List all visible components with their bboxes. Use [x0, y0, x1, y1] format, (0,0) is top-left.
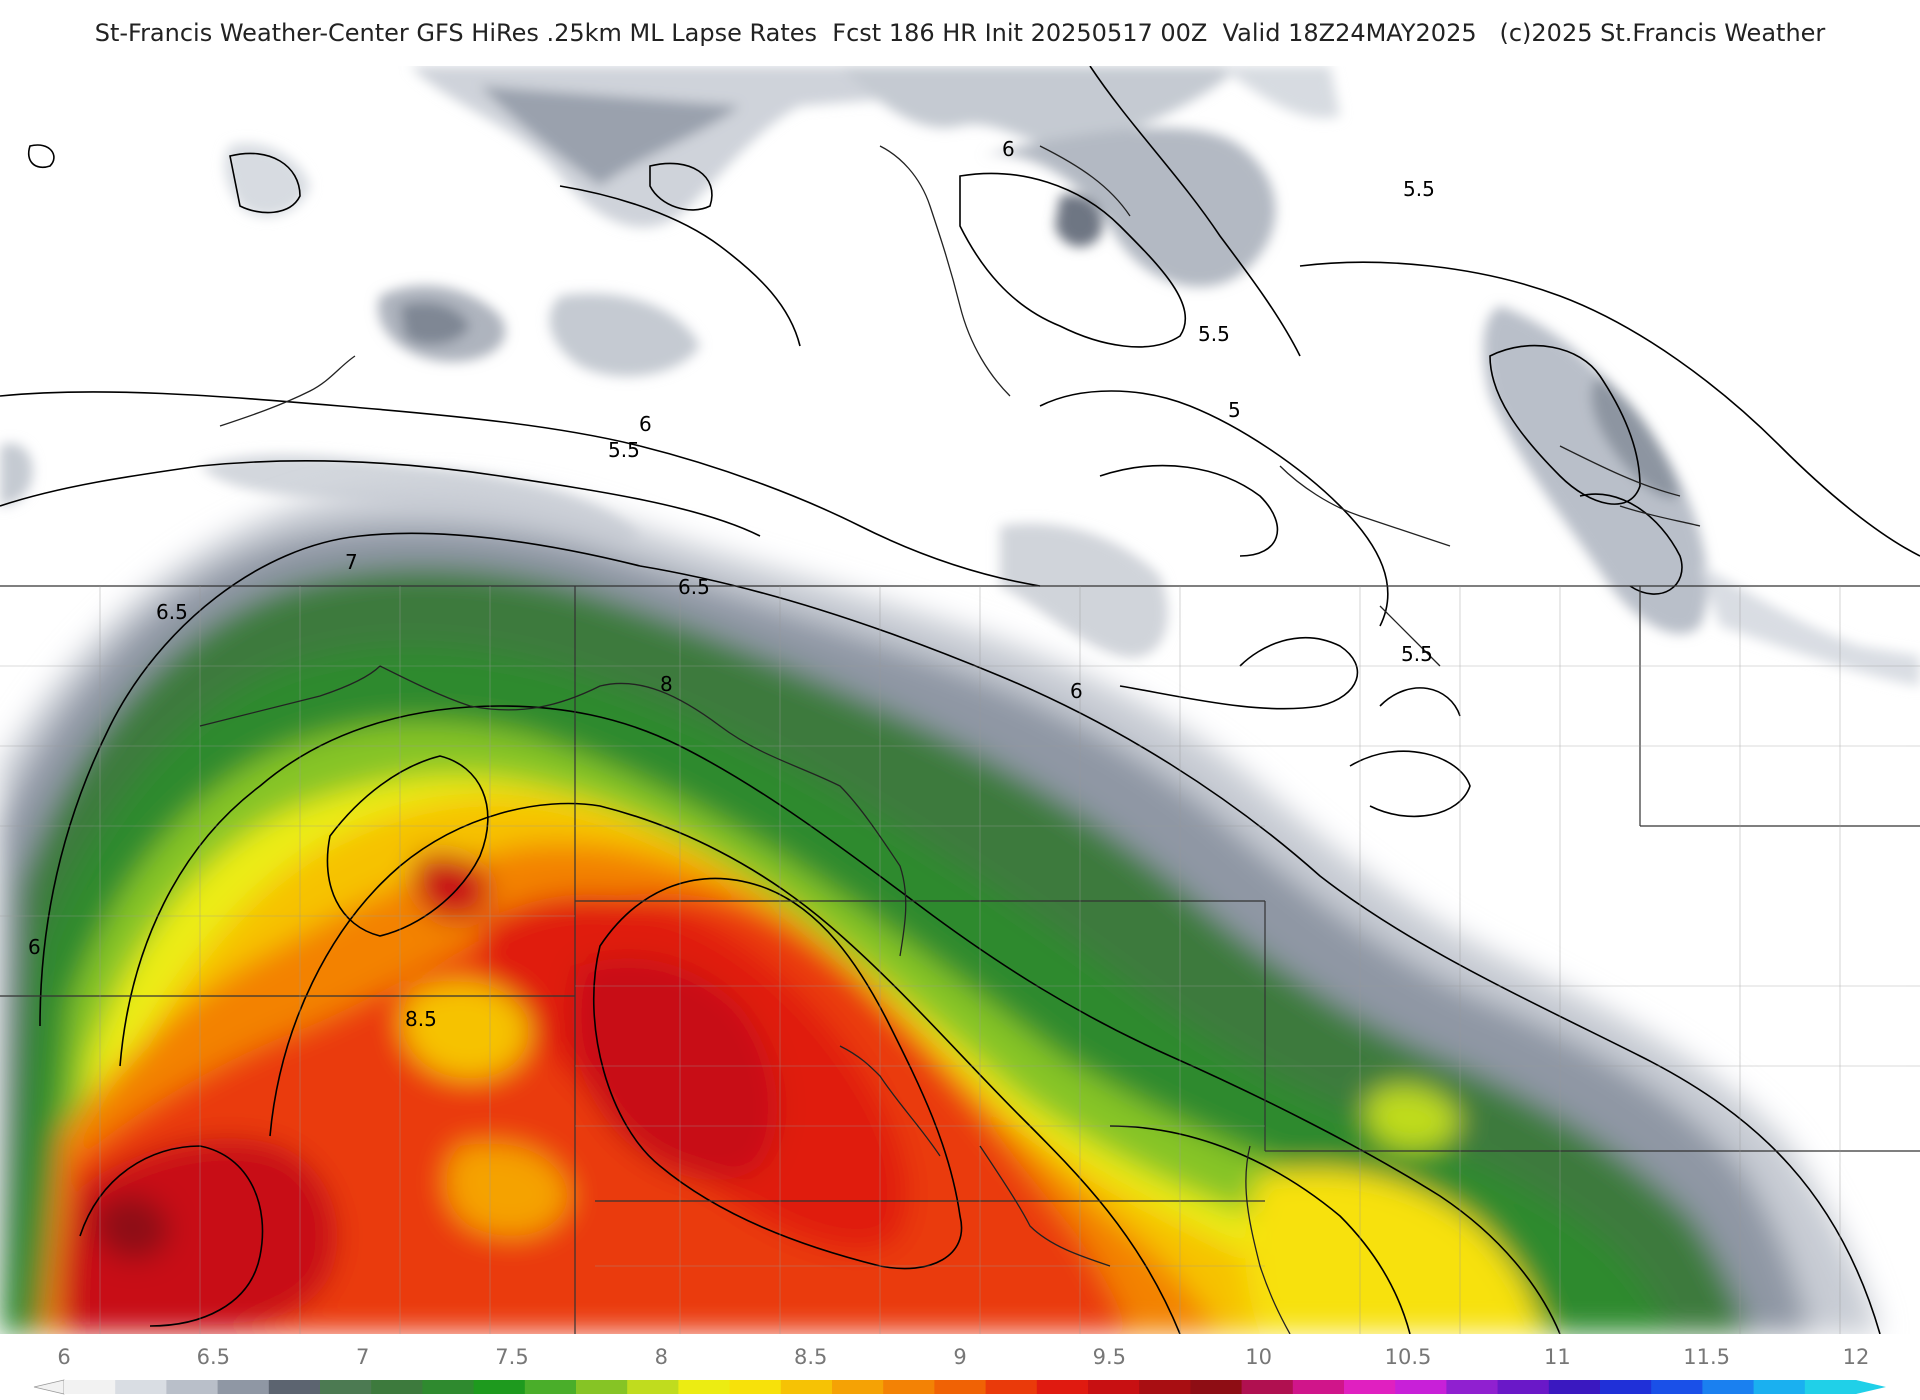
colorbar-swatch [1804, 1380, 1857, 1394]
colorbar-swatch [64, 1380, 116, 1394]
colorbar-tick-label: 6.5 [197, 1345, 230, 1369]
colorbar-tick-label: 7 [356, 1345, 369, 1369]
colorbar-swatch [1292, 1380, 1345, 1394]
contour-label: 5.5 [1198, 322, 1230, 346]
northern-gray-patches [0, 66, 1920, 686]
contour-label: 5.5 [608, 438, 640, 462]
colorbar-tick-label: 11.5 [1683, 1345, 1730, 1369]
rivers-and-lakes [199, 145, 1701, 1334]
county-lines [0, 586, 1920, 1334]
colorbar-swatch [883, 1380, 935, 1394]
colorbar-swatch [1651, 1380, 1703, 1394]
colorbar-swatch [422, 1380, 475, 1394]
colorbar-swatch [780, 1380, 833, 1394]
colorbar-swatch [729, 1380, 782, 1394]
colorbar-swatch [1088, 1380, 1140, 1394]
colorbar-swatch [1753, 1380, 1806, 1394]
contour-labels: 7 6.5 6.5 8 6 6 8.5 6 5.5 6 5.5 5.5 5 5.… [28, 137, 1435, 1031]
colorbar-swatch [934, 1380, 987, 1394]
state-borders [0, 585, 1920, 1334]
contour-label: 5.5 [1401, 642, 1433, 666]
colorbar-swatch [371, 1380, 423, 1394]
colorbar-swatch [524, 1380, 577, 1394]
colorbar-swatch [1702, 1380, 1755, 1394]
contour-label: 5.5 [1403, 177, 1435, 201]
colorbar-swatch [985, 1380, 1038, 1394]
contour-label: 6 [28, 935, 41, 959]
colorbar-tick-label: 8.5 [794, 1345, 827, 1369]
colorbar-tick-labels: 6 6.5 7 7.5 8 8.5 9 9.5 10 10.5 11 11.5 12 [57, 1345, 1869, 1369]
colorbar-tick-label: 6 [57, 1345, 70, 1369]
colorbar-swatch [115, 1380, 167, 1394]
colorbar-swatch [576, 1380, 628, 1394]
contour-lines [0, 66, 1920, 1334]
colorbar-swatch [627, 1380, 679, 1394]
colorbar-swatch [1497, 1380, 1550, 1394]
colorbar-swatch [320, 1380, 372, 1394]
colorbar-high-arrow [1856, 1380, 1886, 1394]
colorbar-tick-label: 8 [655, 1345, 668, 1369]
contour-label: 6 [1070, 679, 1083, 703]
colorbar-legend: 6 6.5 7 7.5 8 8.5 9 9.5 10 10.5 11 11.5 12 [33, 1345, 1886, 1395]
colorbar-swatch [832, 1380, 884, 1394]
contour-label: 8.5 [405, 1007, 437, 1031]
contour-label: 8 [660, 672, 673, 696]
colorbar-swatch [217, 1380, 270, 1394]
colorbar-tick-label: 9 [953, 1345, 966, 1369]
colorbar-tick-label: 10 [1245, 1345, 1272, 1369]
colorbar-tick-label: 7.5 [495, 1345, 528, 1369]
contour-label: 6 [1002, 137, 1015, 161]
colorbar-swatch [678, 1380, 731, 1394]
colorbar-tick-label: 11 [1544, 1345, 1571, 1369]
chart-title: St-Francis Weather-Center GFS HiRes .25k… [94, 19, 1826, 47]
contour-label: 6 [639, 412, 652, 436]
contour-label: 6.5 [678, 575, 710, 599]
colorbar-swatch [1036, 1380, 1089, 1394]
colorbar-swatch [166, 1380, 219, 1394]
colorbar-swatch [1139, 1380, 1191, 1394]
colorbar-low-arrow [33, 1379, 65, 1395]
contour-label: 6.5 [156, 600, 188, 624]
colorbar-swatch [473, 1380, 526, 1394]
contour-label: 5 [1228, 398, 1241, 422]
colorbar-swatch [1600, 1380, 1652, 1394]
colorbar-tick-label: 10.5 [1385, 1345, 1432, 1369]
colorbar-tick-label: 12 [1843, 1345, 1870, 1369]
lapse-rate-map: 7 6.5 6.5 8 6 6 8.5 6 5.5 6 5.5 5.5 5 5.… [0, 66, 1920, 1334]
colorbar-swatch [1241, 1380, 1294, 1394]
colorbar-swatch [1395, 1380, 1447, 1394]
colorbar-swatch [1344, 1380, 1396, 1394]
contour-label: 7 [345, 550, 358, 574]
colorbar-swatch [1190, 1380, 1243, 1394]
colorbar-swatches [33, 1379, 1886, 1395]
colorbar-swatch [1446, 1380, 1499, 1394]
colorbar-tick-label: 9.5 [1093, 1345, 1126, 1369]
colorbar-swatch [268, 1380, 321, 1394]
colorbar-swatch [1548, 1380, 1601, 1394]
